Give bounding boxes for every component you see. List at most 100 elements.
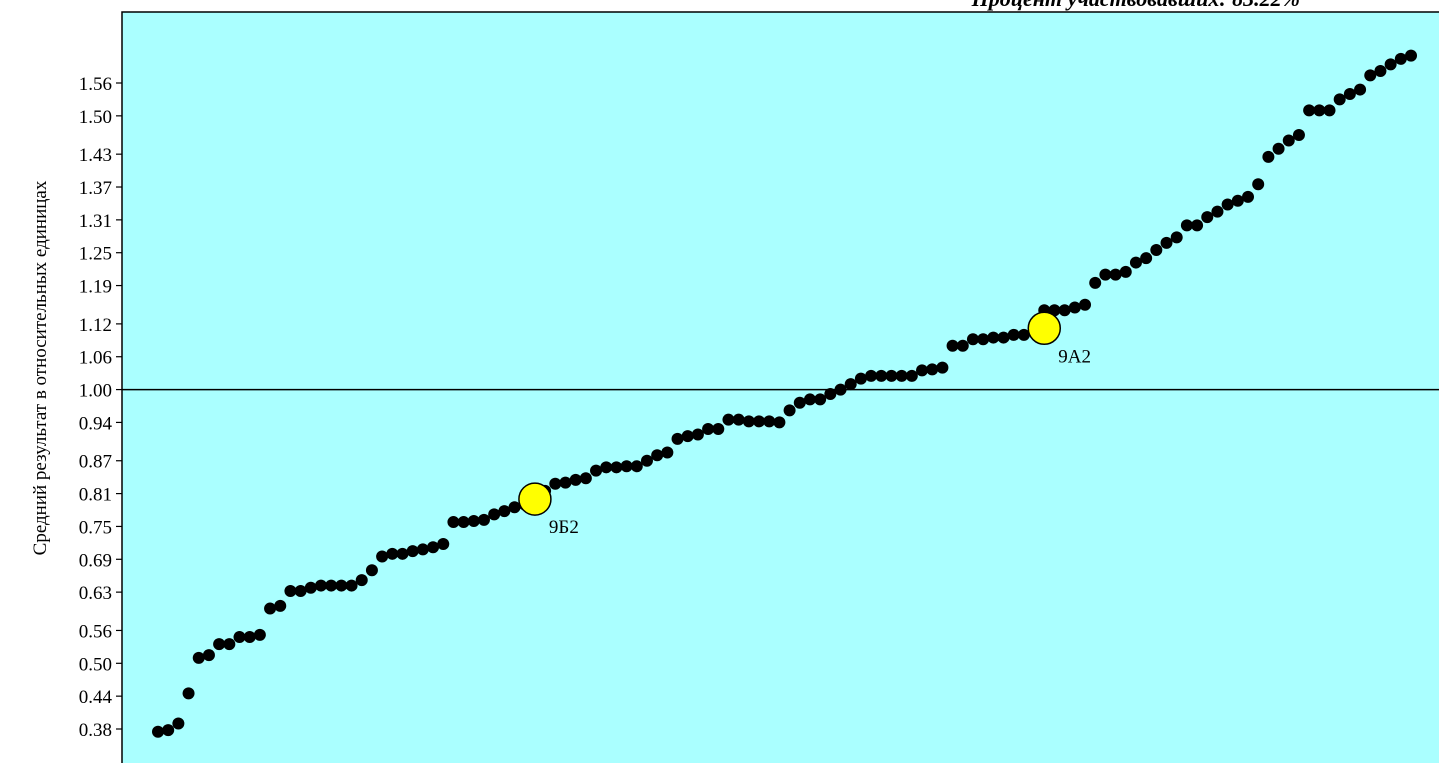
data-point bbox=[457, 516, 470, 529]
data-point bbox=[966, 333, 979, 346]
y-tick-label: 0.69 bbox=[79, 550, 112, 571]
data-point bbox=[1394, 52, 1407, 65]
data-point bbox=[1364, 69, 1377, 82]
highlight-label: 9А2 bbox=[1058, 346, 1091, 367]
data-point bbox=[712, 422, 725, 435]
data-point bbox=[661, 446, 674, 459]
data-point bbox=[722, 413, 735, 426]
data-point bbox=[416, 543, 429, 556]
data-point bbox=[498, 505, 511, 518]
y-tick-label: 1.19 bbox=[79, 277, 112, 298]
y-tick-label: 1.31 bbox=[79, 211, 112, 232]
data-point bbox=[1292, 129, 1305, 142]
data-point bbox=[1140, 252, 1153, 265]
y-tick-label: 1.00 bbox=[79, 381, 112, 402]
data-point bbox=[997, 331, 1010, 344]
data-point bbox=[936, 361, 949, 374]
y-tick-label: 1.06 bbox=[79, 348, 112, 369]
data-point bbox=[732, 413, 745, 426]
data-point bbox=[1058, 304, 1071, 317]
data-point bbox=[294, 585, 307, 598]
data-point bbox=[325, 579, 338, 592]
data-point bbox=[579, 472, 592, 485]
data-point bbox=[773, 416, 786, 429]
y-tick-label: 1.50 bbox=[79, 107, 112, 128]
data-point bbox=[437, 537, 450, 550]
data-point bbox=[610, 461, 623, 474]
data-point bbox=[926, 363, 939, 376]
plot-area bbox=[121, 11, 1439, 763]
data-point bbox=[427, 541, 440, 554]
data-point bbox=[763, 415, 776, 428]
data-point bbox=[681, 430, 694, 443]
data-point bbox=[467, 514, 480, 527]
data-point bbox=[651, 449, 664, 462]
data-point bbox=[406, 545, 419, 558]
highlighted-points: 9Б2 9А2 bbox=[518, 311, 1091, 538]
data-point bbox=[274, 599, 287, 612]
data-point bbox=[396, 547, 409, 560]
data-point bbox=[590, 464, 603, 477]
data-point bbox=[1282, 134, 1295, 147]
data-point bbox=[376, 550, 389, 563]
data-point bbox=[691, 428, 704, 441]
data-point bbox=[1089, 276, 1102, 289]
data-point bbox=[702, 422, 715, 435]
data-point bbox=[386, 547, 399, 560]
data-point bbox=[202, 649, 215, 662]
highlight-label: 9Б2 bbox=[549, 517, 579, 538]
data-point bbox=[569, 473, 582, 486]
data-point bbox=[1150, 243, 1163, 256]
data-point bbox=[264, 602, 277, 615]
data-point bbox=[824, 387, 837, 400]
y-tick-label: 0.87 bbox=[79, 452, 112, 473]
y-tick-label: 0.75 bbox=[79, 517, 112, 538]
data-point bbox=[508, 501, 521, 514]
data-point bbox=[844, 378, 857, 391]
data-point bbox=[1017, 328, 1030, 341]
data-point bbox=[1384, 58, 1397, 71]
data-point bbox=[630, 460, 643, 473]
y-tick-label: 0.44 bbox=[79, 687, 113, 708]
data-point bbox=[1129, 256, 1142, 269]
data-point bbox=[793, 396, 806, 409]
data-point bbox=[182, 687, 195, 700]
data-point bbox=[1007, 328, 1020, 341]
data-point bbox=[213, 638, 226, 651]
data-point bbox=[895, 369, 908, 382]
y-axis: 0.38 0.44 0.50 0.56 0.63 0.69 0.75 0.81 0.87 0.94… bbox=[79, 74, 122, 741]
data-point bbox=[753, 415, 766, 428]
data-point bbox=[1119, 265, 1132, 278]
data-point bbox=[335, 579, 348, 592]
data-point bbox=[233, 631, 246, 644]
y-tick-label: 1.37 bbox=[79, 178, 112, 199]
data-points bbox=[152, 49, 1417, 738]
data-point bbox=[1099, 268, 1112, 281]
data-point bbox=[477, 513, 490, 526]
data-point bbox=[1252, 178, 1265, 191]
data-point bbox=[1333, 93, 1346, 106]
y-tick-label: 1.56 bbox=[79, 74, 112, 95]
data-point bbox=[314, 579, 327, 592]
y-tick-label: 0.38 bbox=[79, 720, 112, 741]
data-point bbox=[284, 585, 297, 598]
data-point bbox=[1343, 87, 1356, 100]
y-tick-label: 1.25 bbox=[79, 244, 112, 265]
data-point bbox=[243, 631, 256, 644]
data-point bbox=[814, 393, 827, 406]
data-point bbox=[620, 460, 633, 473]
data-point bbox=[946, 339, 959, 352]
y-tick-label: 0.63 bbox=[79, 583, 112, 604]
data-point bbox=[1272, 142, 1285, 155]
y-tick-label: 0.56 bbox=[79, 621, 112, 642]
data-point bbox=[1303, 104, 1316, 117]
data-point bbox=[1170, 231, 1183, 244]
y-tick-label: 0.81 bbox=[79, 485, 112, 506]
data-point bbox=[1068, 301, 1081, 314]
data-point bbox=[600, 461, 613, 474]
data-point bbox=[885, 369, 898, 382]
data-point bbox=[1201, 211, 1214, 224]
data-point bbox=[1180, 219, 1193, 232]
data-point bbox=[304, 581, 317, 594]
